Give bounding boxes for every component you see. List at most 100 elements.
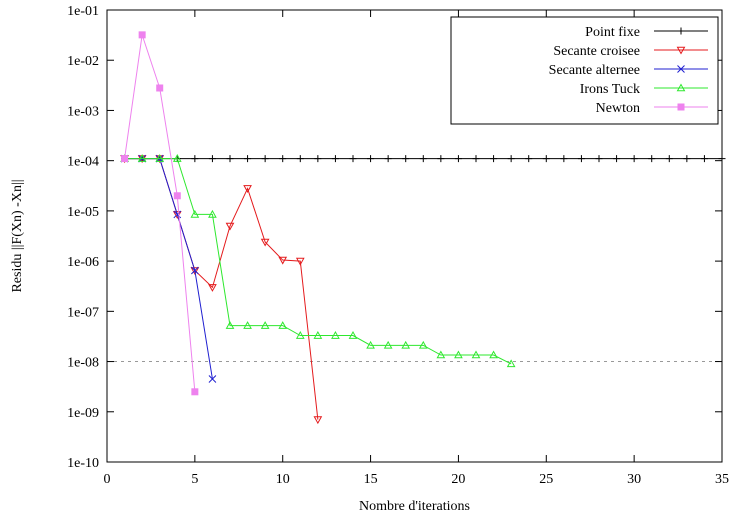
x-tick-label: 15 (364, 472, 378, 487)
plot-frame (106, 9, 723, 463)
data-point (296, 155, 304, 163)
series-line (124, 158, 319, 420)
data-point (208, 375, 217, 383)
x-axis-label: Nombre d'iterations (359, 499, 470, 514)
y-tick-label: 1e-04 (67, 155, 99, 170)
y-tick-label: 1e-09 (67, 406, 99, 421)
data-point (208, 284, 217, 292)
data-point (208, 155, 216, 163)
data-point (331, 330, 340, 339)
data-point (208, 209, 217, 218)
x-tick-label: 0 (104, 472, 111, 487)
data-point (506, 359, 516, 368)
data-point (313, 330, 323, 339)
data-point (472, 155, 480, 163)
data-point (191, 266, 199, 275)
data-point (348, 330, 358, 339)
series-line (124, 158, 512, 365)
y-tick-label: 1e-06 (67, 255, 99, 270)
data-point (225, 321, 235, 329)
data-point (560, 155, 568, 163)
series-secante-alternee (120, 154, 217, 383)
x-tick-label: 30 (627, 472, 641, 487)
data-point (244, 155, 252, 163)
series-irons-tuck (120, 154, 516, 368)
y-tick-label: 1e-02 (67, 54, 99, 69)
x-tick-label: 10 (276, 472, 290, 487)
data-point (278, 321, 288, 329)
data-point (677, 27, 685, 35)
series-point-fixe (121, 155, 726, 163)
data-point (419, 155, 427, 163)
data-point (700, 155, 708, 163)
data-point (191, 388, 199, 396)
data-point (437, 155, 445, 163)
data-point (261, 155, 269, 163)
y-tick-label: 1e-10 (67, 456, 99, 471)
data-point (384, 155, 392, 163)
y-tick-label: 1e-01 (67, 4, 99, 19)
data-point (138, 31, 146, 39)
data-point (454, 350, 463, 359)
data-point (490, 155, 498, 163)
data-point (542, 155, 550, 163)
data-point (225, 222, 235, 231)
y-axis-label: Residu ||F(Xn) -Xn|| (10, 179, 25, 292)
data-point (630, 155, 638, 163)
data-point (314, 155, 322, 163)
data-point (402, 155, 410, 163)
data-point (471, 350, 481, 359)
legend-box (450, 16, 719, 125)
data-point (367, 155, 375, 163)
data-point (613, 155, 621, 163)
y-tick-label: 1e-07 (67, 305, 99, 320)
data-point (454, 155, 462, 163)
legend-label: Newton (596, 101, 640, 116)
data-point (243, 321, 252, 329)
data-point (279, 155, 287, 163)
data-point (331, 155, 339, 163)
data-point (260, 238, 270, 247)
data-point (366, 340, 375, 349)
data-point (313, 416, 323, 425)
data-point (295, 257, 305, 266)
data-point (190, 267, 200, 276)
data-point (156, 84, 164, 92)
axis-layer: 0 5 10 15 20 25 30 35 1e-10 1e-09 1e-08 1e-07 1e-06 1… (67, 4, 729, 487)
legend-label: Secante croisee (553, 44, 640, 59)
legend-label: Irons Tuck (580, 82, 640, 97)
x-tick-label: 25 (539, 472, 553, 487)
data-point (676, 46, 686, 55)
legend: Point fixe Secante croisee Secante alterne… (450, 16, 719, 125)
data-point (683, 155, 691, 163)
y-tick-label: 1e-08 (67, 356, 99, 371)
data-point (295, 330, 305, 339)
legend-label: Secante alternee (549, 63, 640, 78)
x-tick-label: 20 (451, 472, 465, 487)
data-point (278, 256, 288, 265)
data-point (595, 155, 603, 163)
data-point (489, 350, 498, 359)
data-point (383, 340, 393, 349)
data-point (349, 155, 357, 163)
x-tick-label: 35 (715, 472, 729, 487)
data-point (677, 65, 685, 73)
data-point (137, 154, 147, 162)
data-point (577, 155, 585, 163)
series-layer (120, 31, 726, 425)
y-tick-label: 1e-05 (67, 205, 99, 220)
data-point (665, 155, 673, 163)
data-point (507, 155, 515, 163)
data-point (172, 154, 182, 162)
data-point (648, 155, 656, 163)
data-point (418, 340, 428, 349)
data-point (401, 340, 411, 349)
series-line (124, 158, 213, 380)
data-point (525, 155, 533, 163)
data-point (155, 154, 165, 162)
data-point (243, 185, 252, 193)
x-tick-label: 5 (191, 472, 198, 487)
data-point (677, 103, 685, 111)
series-newton (121, 31, 199, 396)
